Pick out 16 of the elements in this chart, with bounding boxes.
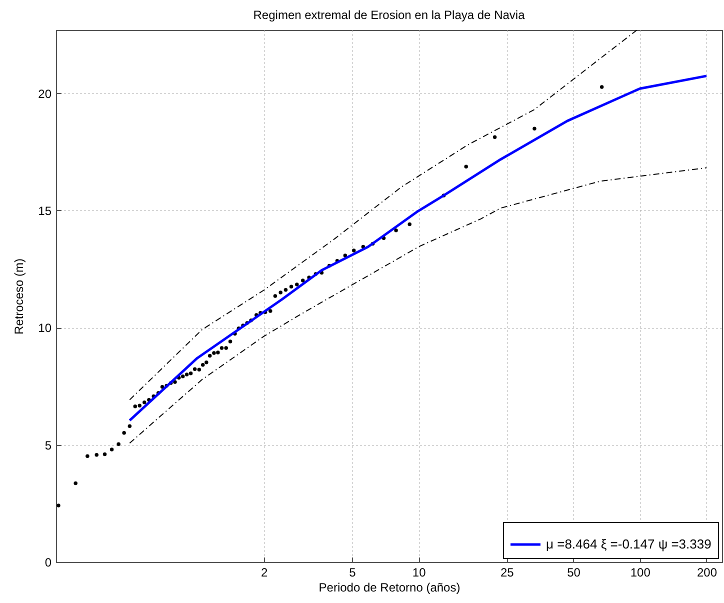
- y-axis-title: Retroceso (m): [12, 258, 26, 335]
- x-tick-label: 100: [630, 566, 651, 580]
- legend-label: μ =8.464 ξ =-0.147 ψ =3.339: [546, 536, 712, 552]
- y-tick-label: 5: [44, 438, 52, 452]
- x-tick-label: 200: [696, 566, 718, 580]
- x-tick-label: 10: [412, 566, 426, 580]
- y-tick-label: 10: [38, 321, 52, 336]
- x-tick-label: 50: [567, 566, 581, 580]
- x-tick-label: 2: [261, 566, 268, 580]
- x-axis-title: Periodo de Retorno (años): [318, 580, 460, 594]
- x-tick-label: 25: [500, 566, 514, 580]
- x-tick-label: 5: [349, 566, 356, 580]
- y-tick-label: 0: [44, 556, 52, 570]
- y-tick-label: 20: [38, 86, 52, 101]
- y-tick-label: 15: [38, 204, 52, 218]
- chart-title: Regimen extremal de Erosion en la Playa de Navia: [253, 8, 526, 22]
